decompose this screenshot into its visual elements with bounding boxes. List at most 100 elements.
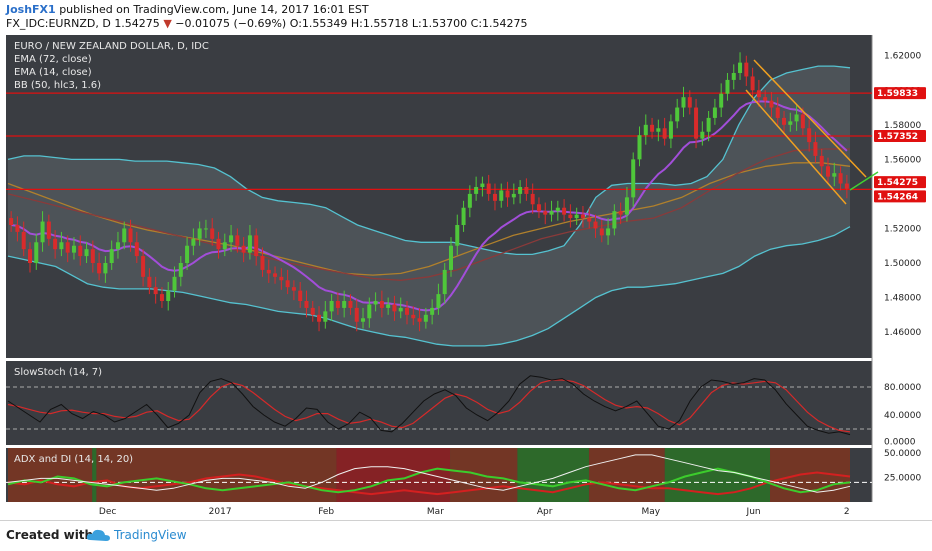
ema72-line bbox=[7, 148, 850, 281]
candle-body bbox=[78, 245, 83, 257]
candle-body bbox=[53, 238, 58, 250]
candle-body bbox=[549, 211, 554, 215]
candle-body bbox=[756, 90, 761, 98]
tradingview-brand[interactable]: TradingView bbox=[114, 528, 187, 542]
quote-line: FX_IDC:EURNZD, D 1.54275 ▼ −0.01075 (−0.… bbox=[6, 17, 528, 30]
candle-body bbox=[122, 228, 127, 243]
candle-body bbox=[260, 256, 265, 270]
price-tick-label: 1.48000 bbox=[884, 294, 921, 304]
adx-tick-label: 50.0000 bbox=[884, 449, 921, 459]
stoch-tick-label: 0.0000 bbox=[884, 438, 916, 448]
price-tick-label: 1.58000 bbox=[884, 121, 921, 131]
adx-lines bbox=[6, 454, 872, 496]
candle-body bbox=[524, 187, 529, 194]
stoch-k-line bbox=[7, 375, 851, 436]
price-tick-label: 1.56000 bbox=[884, 155, 921, 165]
footer: Created with TradingView bbox=[0, 520, 932, 551]
candle-body bbox=[574, 214, 579, 219]
candle-body bbox=[335, 301, 340, 308]
ema72-legend: EMA (72, close) bbox=[14, 54, 92, 65]
candle-body bbox=[247, 235, 252, 253]
candle-body bbox=[342, 301, 347, 308]
candle-body bbox=[398, 307, 403, 312]
candle-body bbox=[606, 228, 611, 236]
candle-body bbox=[166, 290, 171, 301]
price-tag-bg bbox=[874, 87, 926, 100]
candle-body bbox=[216, 238, 221, 250]
candle-body bbox=[738, 62, 743, 73]
candle-body bbox=[687, 97, 692, 108]
candle-body bbox=[694, 107, 699, 139]
candle-body bbox=[317, 314, 322, 322]
candle-body bbox=[392, 304, 397, 312]
ema-orange-line bbox=[7, 162, 851, 276]
adx-zone-5 bbox=[517, 448, 589, 502]
candle-body bbox=[844, 183, 849, 189]
candle-body bbox=[222, 242, 227, 250]
candle-body bbox=[128, 228, 133, 243]
price-tags: 1.59833 1.57352 1.54275 1.54264 bbox=[874, 87, 926, 203]
candle-body bbox=[172, 276, 177, 291]
chart-area[interactable]: 1.460001.480001.500001.520001.540001.560… bbox=[0, 32, 932, 520]
ema14-legend: EMA (14, close) bbox=[14, 67, 92, 78]
channel-lower-line bbox=[745, 89, 847, 205]
candle-body bbox=[807, 128, 812, 143]
candle-body bbox=[229, 235, 234, 243]
author-link[interactable]: JoshFX1 bbox=[6, 3, 56, 16]
candle-body bbox=[668, 121, 673, 139]
bb-lower-line bbox=[7, 226, 851, 347]
candle-body bbox=[681, 97, 686, 108]
x-axis-labels: Dec 2017 Feb Mar Apr May Jun 2 bbox=[99, 507, 850, 517]
candle-body bbox=[147, 276, 152, 288]
candle-body bbox=[134, 242, 139, 257]
adx-zone-6 bbox=[588, 448, 665, 502]
price-change: −0.01075 (−0.69%) bbox=[175, 17, 287, 30]
x-tick-label: Mar bbox=[427, 507, 444, 517]
adx-zone-0 bbox=[8, 448, 93, 502]
candle-body bbox=[543, 211, 548, 215]
candle-body bbox=[505, 190, 510, 198]
tradingview-cloud-icon bbox=[86, 529, 110, 541]
down-arrow-icon: ▼ bbox=[163, 17, 172, 30]
price-tick-label: 1.46000 bbox=[884, 328, 921, 338]
adx-zone-2 bbox=[96, 448, 337, 502]
candle-body bbox=[719, 93, 724, 108]
candle-body bbox=[291, 287, 296, 291]
price-tag-bg bbox=[874, 176, 926, 189]
candle-body bbox=[643, 124, 648, 136]
publish-line: JoshFX1 published on TradingView.com, Ju… bbox=[6, 3, 369, 16]
candle-body bbox=[618, 211, 623, 215]
candle-body bbox=[235, 235, 240, 246]
ohlc-values: O:1.55349 H:1.55718 L:1.53700 C:1.54275 bbox=[289, 17, 528, 30]
candle-body bbox=[593, 221, 598, 229]
candle-body bbox=[662, 128, 667, 139]
candle-body bbox=[562, 207, 567, 215]
candle-body bbox=[367, 304, 372, 319]
candle-body bbox=[423, 314, 428, 322]
price-axis-bg bbox=[872, 32, 932, 502]
candle-body bbox=[141, 256, 146, 277]
candle-body bbox=[285, 280, 290, 288]
candle-body bbox=[712, 107, 717, 118]
candle-body bbox=[279, 276, 284, 281]
candle-body bbox=[455, 225, 460, 246]
candle-body bbox=[782, 117, 787, 125]
candle-body bbox=[637, 135, 642, 160]
publish-header: JoshFX1 published on TradingView.com, Ju… bbox=[0, 0, 932, 32]
candle-body bbox=[210, 228, 215, 239]
candle-body bbox=[386, 304, 391, 308]
ema14-line bbox=[10, 100, 848, 312]
candle-body bbox=[656, 128, 661, 132]
candles bbox=[9, 52, 849, 332]
candle-body bbox=[159, 294, 164, 301]
candle-body bbox=[587, 218, 592, 222]
bb-upper-line bbox=[7, 65, 851, 256]
x-tick-label: Jun bbox=[746, 507, 761, 517]
candle-body bbox=[115, 242, 120, 250]
candle-body bbox=[90, 249, 95, 263]
candle-body bbox=[492, 193, 497, 201]
candle-body bbox=[700, 131, 705, 139]
candle-body bbox=[750, 76, 755, 91]
candle-body bbox=[826, 166, 831, 177]
candle-body bbox=[266, 269, 271, 274]
